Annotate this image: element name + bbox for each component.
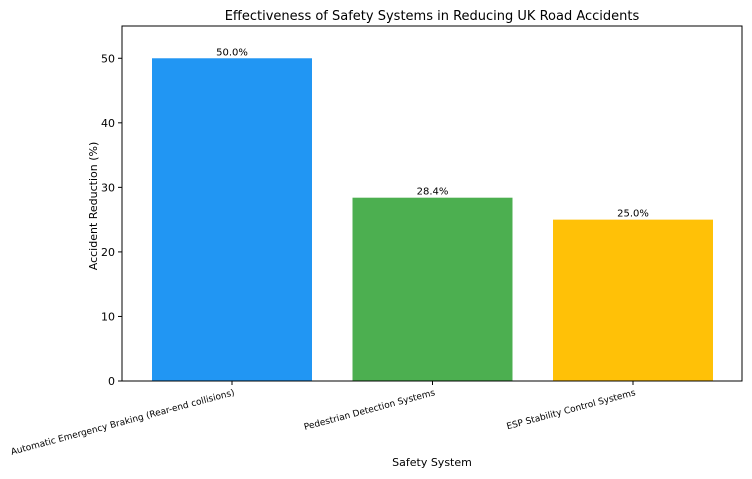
x-tick-label: Pedestrian Detection Systems <box>303 388 437 433</box>
data-label: 25.0% <box>617 209 649 220</box>
bar <box>152 58 312 381</box>
data-label: 28.4% <box>417 187 449 198</box>
y-tick-label: 20 <box>101 246 115 259</box>
x-axis: Automatic Emergency Braking (Rear-end co… <box>10 381 637 458</box>
data-label: 50.0% <box>216 47 248 58</box>
y-axis: 0 10 20 30 40 50 <box>101 52 122 388</box>
chart-title: Effectiveness of Safety Systems in Reduc… <box>225 9 640 24</box>
plot-area-frame <box>121 25 743 382</box>
bar <box>553 219 713 381</box>
y-tick-label: 40 <box>101 117 115 130</box>
y-axis-label: Accident Reduction (%) <box>87 142 100 271</box>
bars-group <box>152 58 713 381</box>
x-tick-label: Automatic Emergency Braking (Rear-end co… <box>10 388 236 457</box>
y-tick-label: 10 <box>101 310 115 323</box>
y-tick-label: 50 <box>101 52 115 65</box>
bar <box>352 197 513 381</box>
y-tick-label: 0 <box>108 375 115 388</box>
y-tick-label: 30 <box>101 181 115 194</box>
x-axis-label: Safety System <box>392 456 472 469</box>
data-labels-group: 50.0% 28.4% 25.0% <box>216 47 649 219</box>
x-tick-label: ESP Stability Control Systems <box>506 388 637 432</box>
